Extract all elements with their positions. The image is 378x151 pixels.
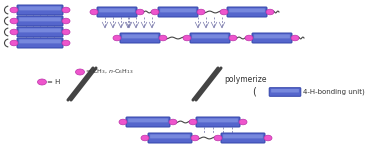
Text: polymerize: polymerize bbox=[224, 76, 266, 85]
Ellipse shape bbox=[10, 40, 18, 46]
Ellipse shape bbox=[239, 119, 247, 125]
Ellipse shape bbox=[62, 18, 70, 24]
Ellipse shape bbox=[169, 119, 177, 125]
Ellipse shape bbox=[62, 29, 70, 35]
Ellipse shape bbox=[197, 9, 205, 15]
FancyBboxPatch shape bbox=[128, 118, 168, 122]
Ellipse shape bbox=[183, 35, 191, 41]
FancyBboxPatch shape bbox=[196, 117, 240, 127]
FancyBboxPatch shape bbox=[192, 34, 228, 38]
Text: 4-H-bonding unit): 4-H-bonding unit) bbox=[303, 89, 365, 95]
FancyBboxPatch shape bbox=[99, 8, 135, 12]
Ellipse shape bbox=[229, 35, 237, 41]
Ellipse shape bbox=[76, 69, 85, 75]
FancyBboxPatch shape bbox=[19, 39, 61, 43]
FancyBboxPatch shape bbox=[271, 89, 299, 93]
Ellipse shape bbox=[10, 7, 18, 13]
FancyBboxPatch shape bbox=[19, 17, 61, 21]
Ellipse shape bbox=[119, 119, 127, 125]
FancyBboxPatch shape bbox=[19, 28, 61, 32]
Ellipse shape bbox=[10, 18, 18, 24]
Ellipse shape bbox=[136, 9, 144, 15]
Text: = CH$_3$, $n$-C$_6$H$_{13}$: = CH$_3$, $n$-C$_6$H$_{13}$ bbox=[85, 68, 134, 76]
FancyBboxPatch shape bbox=[122, 34, 158, 38]
FancyBboxPatch shape bbox=[198, 118, 238, 122]
FancyBboxPatch shape bbox=[17, 27, 63, 37]
Ellipse shape bbox=[141, 135, 149, 141]
Ellipse shape bbox=[113, 35, 121, 41]
FancyBboxPatch shape bbox=[19, 6, 61, 10]
Ellipse shape bbox=[245, 35, 253, 41]
FancyBboxPatch shape bbox=[126, 117, 170, 127]
Ellipse shape bbox=[189, 119, 197, 125]
FancyBboxPatch shape bbox=[190, 33, 230, 43]
FancyBboxPatch shape bbox=[17, 16, 63, 26]
FancyBboxPatch shape bbox=[160, 8, 196, 12]
Ellipse shape bbox=[90, 9, 98, 15]
FancyBboxPatch shape bbox=[227, 7, 267, 17]
Ellipse shape bbox=[37, 79, 46, 85]
FancyBboxPatch shape bbox=[120, 33, 160, 43]
Ellipse shape bbox=[191, 135, 199, 141]
FancyBboxPatch shape bbox=[252, 33, 292, 43]
Ellipse shape bbox=[62, 7, 70, 13]
FancyBboxPatch shape bbox=[150, 134, 190, 138]
FancyBboxPatch shape bbox=[17, 5, 63, 15]
Ellipse shape bbox=[264, 135, 272, 141]
FancyBboxPatch shape bbox=[269, 88, 301, 96]
Ellipse shape bbox=[159, 35, 167, 41]
Ellipse shape bbox=[291, 35, 299, 41]
Ellipse shape bbox=[151, 9, 159, 15]
FancyBboxPatch shape bbox=[254, 34, 290, 38]
FancyBboxPatch shape bbox=[97, 7, 137, 17]
Text: (: ( bbox=[252, 87, 256, 97]
Ellipse shape bbox=[10, 29, 18, 35]
Ellipse shape bbox=[266, 9, 274, 15]
FancyBboxPatch shape bbox=[229, 8, 265, 12]
FancyBboxPatch shape bbox=[158, 7, 198, 17]
FancyBboxPatch shape bbox=[221, 133, 265, 143]
Ellipse shape bbox=[62, 40, 70, 46]
FancyBboxPatch shape bbox=[17, 38, 63, 48]
Text: = H: = H bbox=[47, 79, 60, 85]
Ellipse shape bbox=[220, 9, 228, 15]
FancyBboxPatch shape bbox=[223, 134, 263, 138]
Ellipse shape bbox=[214, 135, 222, 141]
FancyBboxPatch shape bbox=[148, 133, 192, 143]
